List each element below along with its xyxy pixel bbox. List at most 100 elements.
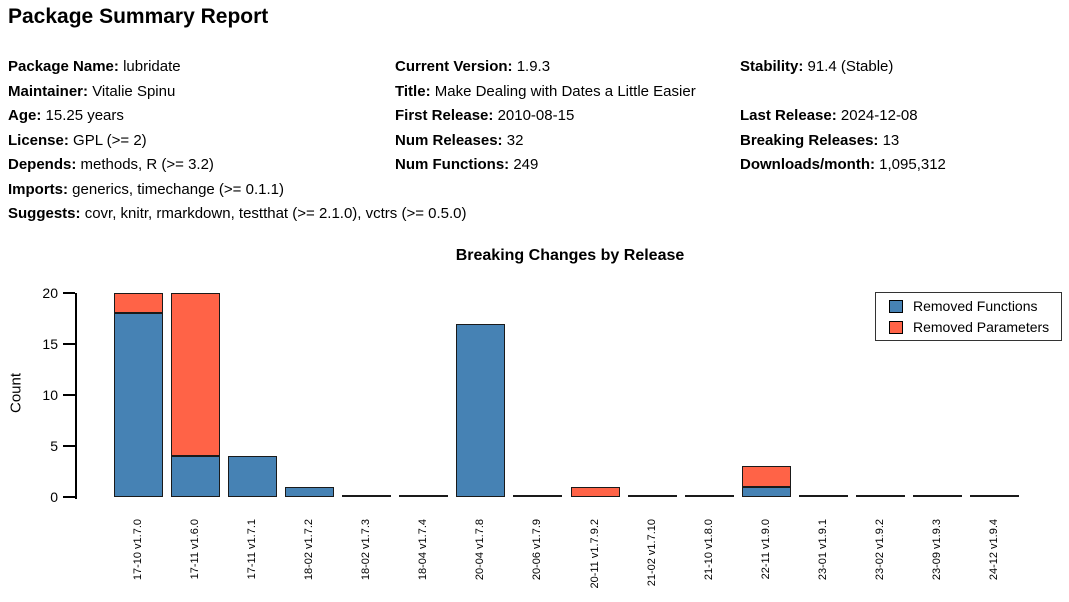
meta-field-suggests: Suggests: covr, knitr, rmarkdown, testth… <box>8 202 467 227</box>
field-value: GPL (>= 2) <box>73 131 147 149</box>
x-tick-label-text: 18-02 v1.7.2 <box>302 519 315 581</box>
meta-field-license: License: GPL (>= 2) <box>8 129 467 154</box>
x-tick-label-text: 23-01 v1.9.1 <box>817 519 830 581</box>
field-value: lubridate <box>123 58 181 75</box>
y-tick-label: 5 <box>50 438 58 454</box>
x-tick-label-text: 24-12 v1.9.4 <box>988 519 1001 581</box>
zero-bar <box>684 495 734 497</box>
field-label: Num Functions: <box>395 156 510 173</box>
field-label: Breaking Releases: <box>740 131 879 149</box>
field-label: First Release: <box>395 107 494 124</box>
meta-column-left: Package Name: lubridate Maintainer: Vita… <box>8 55 467 227</box>
field-label: Title: <box>395 82 431 100</box>
field-label: Imports: <box>8 180 68 198</box>
meta-field-current-version: Current Version: 1.9.3 <box>395 55 696 80</box>
y-tick-label: 0 <box>50 489 58 505</box>
field-value: 13 <box>882 131 900 149</box>
zero-bar <box>342 495 392 497</box>
bar-segment-removed-functions <box>227 456 277 497</box>
field-value: 32 <box>506 131 524 149</box>
field-label: Age: <box>8 107 42 124</box>
meta-field-last-release: Last Release: 2024-12-08 <box>740 104 946 129</box>
bar-segment-removed-functions <box>284 486 334 497</box>
field-label: Package Name: <box>8 58 119 75</box>
meta-field-num-functions: Num Functions: 249 <box>395 153 696 178</box>
meta-field-age: Age: 15.25 years <box>8 104 467 129</box>
field-value: methods, R (>= 3.2) <box>80 156 214 173</box>
legend-swatch-icon <box>889 299 903 313</box>
zero-bar <box>970 495 1020 497</box>
x-tick-label-text: 21-02 v1.7.10 <box>645 519 658 587</box>
meta-field-first-release: First Release: 2010-08-15 <box>395 104 696 129</box>
y-tick <box>63 394 75 396</box>
y-tick <box>63 292 75 294</box>
field-value: Vitalie Spinu <box>92 82 176 100</box>
field-label: Maintainer: <box>8 82 89 100</box>
legend-label: Removed Functions <box>913 298 1038 314</box>
field-label: Depends: <box>8 156 77 173</box>
meta-field-imports: Imports: generics, timechange (>= 0.1.1) <box>8 178 467 203</box>
x-tick-label-text: 21-10 v1.8.0 <box>702 519 715 581</box>
y-tick-label: 10 <box>42 387 58 403</box>
field-label: Num Releases: <box>395 131 503 149</box>
field-value: 2024-12-08 <box>840 107 918 124</box>
meta-column-right: Stability: 91.4 (Stable) Last Release: 2… <box>740 55 946 178</box>
y-tick <box>63 343 75 345</box>
y-tick-label: 20 <box>42 285 58 301</box>
meta-field-stability: Stability: 91.4 (Stable) <box>740 55 946 80</box>
x-tick-label-text: 20-04 v1.7.8 <box>474 519 487 581</box>
meta-field-maintainer: Maintainer: Vitalie Spinu <box>8 80 467 105</box>
bar-segment-removed-parameters <box>170 293 220 457</box>
field-label: Suggests: <box>8 205 81 222</box>
meta-field-spacer <box>740 80 946 105</box>
meta-field-title: Title: Make Dealing with Dates a Little … <box>395 80 696 105</box>
meta-field-breaking-releases: Breaking Releases: 13 <box>740 129 946 154</box>
x-tick-label-text: 23-09 v1.9.3 <box>931 519 944 581</box>
zero-bar <box>399 495 449 497</box>
x-tick-label-text: 17-11 v1.7.1 <box>245 519 258 580</box>
zero-bar <box>513 495 563 497</box>
field-label: Downloads/month: <box>740 156 875 173</box>
x-tick-label-text: 20-06 v1.7.9 <box>531 519 544 581</box>
y-tick-label: 15 <box>42 336 58 352</box>
bar-segment-removed-functions <box>170 456 220 497</box>
y-axis-line <box>75 293 77 499</box>
meta-field-num-releases: Num Releases: 32 <box>395 129 696 154</box>
x-tick-label-text: 18-04 v1.7.4 <box>417 519 430 581</box>
field-value: 91.4 (Stable) <box>807 58 894 75</box>
meta-field-downloads-month: Downloads/month: 1,095,312 <box>740 153 946 178</box>
field-value: 2010-08-15 <box>497 107 575 124</box>
chart-title: Breaking Changes by Release <box>455 247 685 264</box>
field-label: Stability: <box>740 58 804 75</box>
x-tick-label-text: 17-10 v1.7.0 <box>131 519 144 581</box>
zero-bar <box>856 495 906 497</box>
field-value: 1,095,312 <box>879 156 946 173</box>
bar-segment-removed-parameters <box>741 466 791 487</box>
field-value: 15.25 years <box>45 107 124 124</box>
meta-column-middle: Current Version: 1.9.3 Title: Make Deali… <box>395 55 696 178</box>
field-label: License: <box>8 131 69 149</box>
legend-item: Removed Functions <box>889 298 1061 314</box>
x-tick-label-text: 18-02 v1.7.3 <box>360 519 373 581</box>
y-axis-label: Count <box>7 372 25 414</box>
zero-bar <box>627 495 677 497</box>
bar-segment-removed-functions <box>456 323 506 497</box>
x-tick-label-text: 23-02 v1.9.2 <box>874 519 887 581</box>
x-tick-label-text: 17-11 v1.6.0 <box>188 519 201 580</box>
bar-segment-removed-functions <box>113 313 163 497</box>
field-value: Make Dealing with Dates a Little Easier <box>434 82 696 100</box>
field-label: Last Release: <box>740 107 837 124</box>
field-value: 249 <box>513 156 539 173</box>
zero-bar <box>913 495 963 497</box>
legend-item: Removed Parameters <box>889 319 1061 335</box>
y-tick <box>63 445 75 447</box>
zero-bar <box>799 495 849 497</box>
field-label: Current Version: <box>395 58 513 75</box>
bar-segment-removed-parameters <box>570 486 620 497</box>
legend-swatch-icon <box>889 320 903 334</box>
y-tick <box>63 496 75 498</box>
field-value: generics, timechange (>= 0.1.1) <box>72 180 284 198</box>
meta-field-depends: Depends: methods, R (>= 3.2) <box>8 153 467 178</box>
meta-field-package-name: Package Name: lubridate <box>8 55 467 80</box>
